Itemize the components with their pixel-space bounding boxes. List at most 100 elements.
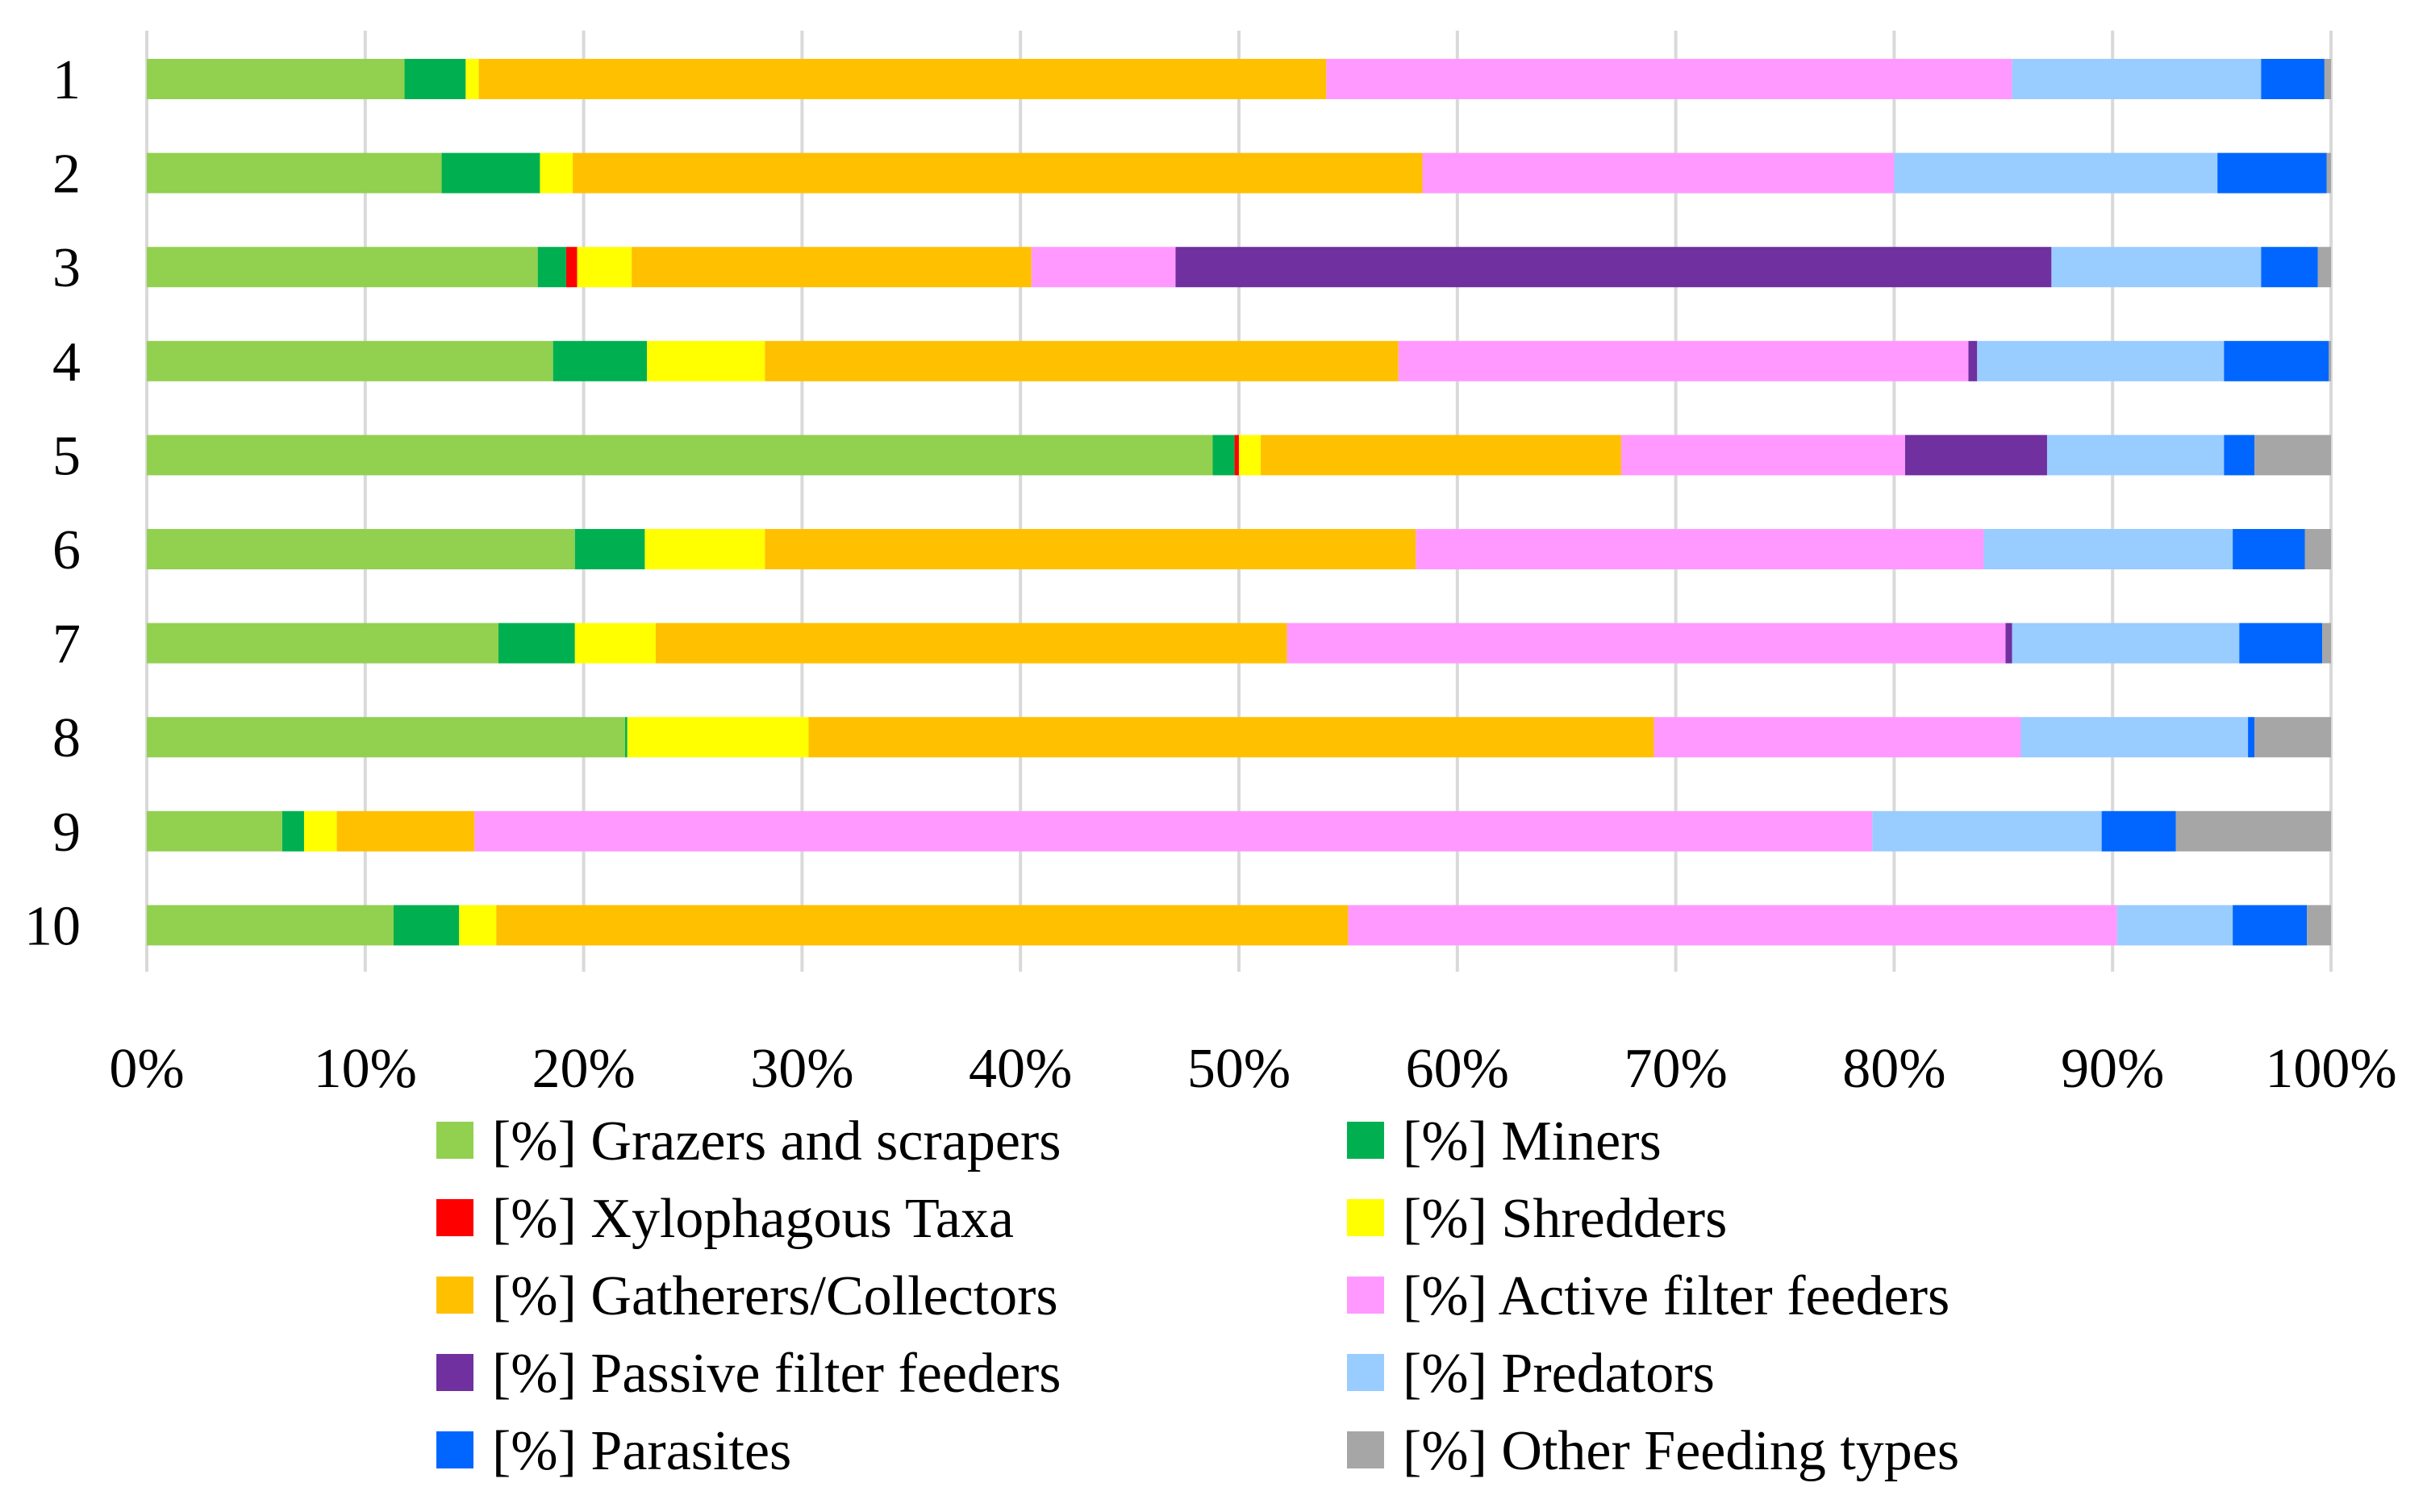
legend-item: [%] Passive filter feeders <box>436 1343 1061 1405</box>
bar-segment <box>441 152 540 194</box>
bar-segment <box>2239 623 2323 664</box>
bar-segment <box>2307 905 2331 946</box>
bar-segment <box>1261 435 1621 476</box>
legend-label: [%] Grazers and scrapers <box>492 1110 1061 1173</box>
bar-segment <box>1234 435 1239 476</box>
bar-segment <box>336 810 475 852</box>
x-tick-label: 60% <box>1406 1038 1509 1100</box>
x-tick-label: 40% <box>969 1038 1072 1100</box>
category-label: 8 <box>52 707 81 769</box>
bar-segment <box>1422 152 1895 194</box>
bar-segment <box>147 623 498 664</box>
bar-segment <box>655 623 1287 664</box>
legend-swatch <box>1347 1122 1384 1159</box>
legend-swatch <box>436 1354 473 1391</box>
bar-segment <box>1031 247 1176 288</box>
x-tick-label: 20% <box>532 1038 635 1100</box>
legend-swatch <box>1347 1431 1384 1468</box>
x-tick-label: 100% <box>2265 1038 2396 1100</box>
legend-label: [%] Gatherers/Collectors <box>492 1265 1058 1327</box>
bar-segment <box>147 435 1213 476</box>
bar-segment <box>1398 340 1969 381</box>
bar-segment <box>404 59 466 99</box>
bar-segment <box>2329 340 2331 381</box>
bar-segment <box>2233 529 2305 569</box>
bar-segment <box>808 717 1654 758</box>
category-label: 7 <box>52 614 81 676</box>
category-label: 3 <box>52 237 81 299</box>
bar-segment <box>573 152 1423 194</box>
bar-segment <box>553 340 648 381</box>
x-tick-label: 10% <box>314 1038 417 1100</box>
legend-label: [%] Shredders <box>1403 1188 1727 1250</box>
bar-segment <box>496 905 1349 946</box>
bar-row-5 <box>147 435 2331 476</box>
bar-segment <box>2248 717 2255 758</box>
bar-segment <box>647 340 765 381</box>
bar-segment <box>1904 435 2047 476</box>
bar-segment <box>1212 435 1235 476</box>
bar-segment <box>2322 623 2331 664</box>
bar-segment <box>2101 810 2176 852</box>
x-tick-labels: 0% 10% 20% 30% 40% 50% 60% 70% 80% 90% 100% <box>109 1038 2396 1100</box>
bar-segment <box>147 529 575 569</box>
bar-segment <box>147 152 442 194</box>
bar-segment <box>625 717 628 758</box>
bar-segment <box>1872 810 2102 852</box>
bar-segment <box>632 247 1032 288</box>
bar-segment <box>478 59 1327 99</box>
bar-row-9 <box>147 810 2331 852</box>
bar-segment <box>147 59 405 99</box>
legend-swatch <box>1347 1354 1384 1391</box>
bar-segment <box>1620 435 1905 476</box>
bar-segment <box>459 905 497 946</box>
legend-swatch <box>436 1199 473 1236</box>
bar-segment <box>765 340 1399 381</box>
category-label: 6 <box>52 519 81 581</box>
bar-segment <box>2012 623 2240 664</box>
legend-label: [%] Other Feeding types <box>1403 1420 1959 1482</box>
bar-segment <box>540 152 573 194</box>
bar-segment <box>2005 623 2012 664</box>
bar-segment <box>147 905 394 946</box>
legend-swatch <box>1347 1199 1384 1236</box>
x-tick-label: 50% <box>1187 1038 1291 1100</box>
legend-swatch <box>436 1431 473 1468</box>
bar-segment <box>147 810 282 852</box>
legend-swatch <box>436 1122 473 1159</box>
legend-item: [%] Grazers and scrapers <box>436 1110 1061 1173</box>
bar-segment <box>465 59 479 99</box>
bar-segment <box>2020 717 2249 758</box>
bar-segment <box>1653 717 2021 758</box>
bar-row-4 <box>147 340 2331 381</box>
bar-segment <box>2254 717 2331 758</box>
bar-segment <box>1977 340 2225 381</box>
bar-segment <box>147 340 553 381</box>
legend-item: [%] Predators <box>1347 1343 1715 1405</box>
bar-segment <box>303 810 337 852</box>
bar-segment <box>627 717 809 758</box>
legend-item: [%] Parasites <box>436 1420 791 1482</box>
bar-row-3 <box>147 247 2331 288</box>
bars <box>147 59 2331 946</box>
legend: [%] Grazers and scrapers [%] Miners [%] Xy… <box>436 1110 1959 1482</box>
bar-segment <box>574 623 656 664</box>
bar-segment <box>574 529 645 569</box>
bar-segment <box>577 247 632 288</box>
bar-segment <box>147 717 626 758</box>
legend-label: [%] Predators <box>1403 1343 1715 1405</box>
bar-segment <box>2217 152 2327 194</box>
bar-segment <box>1348 905 2117 946</box>
bar-segment <box>1416 529 1984 569</box>
category-label: 1 <box>52 49 81 111</box>
category-label: 9 <box>52 802 81 864</box>
category-labels: 1 2 3 4 5 6 7 8 9 10 <box>24 49 81 957</box>
bar-segment <box>565 247 578 288</box>
legend-swatch <box>1347 1277 1384 1314</box>
bar-segment <box>2051 247 2262 288</box>
bar-row-2 <box>147 152 2331 194</box>
category-label: 2 <box>52 144 81 206</box>
bar-segment <box>2116 905 2233 946</box>
bar-segment <box>474 810 1873 852</box>
x-tick-label: 0% <box>109 1038 184 1100</box>
